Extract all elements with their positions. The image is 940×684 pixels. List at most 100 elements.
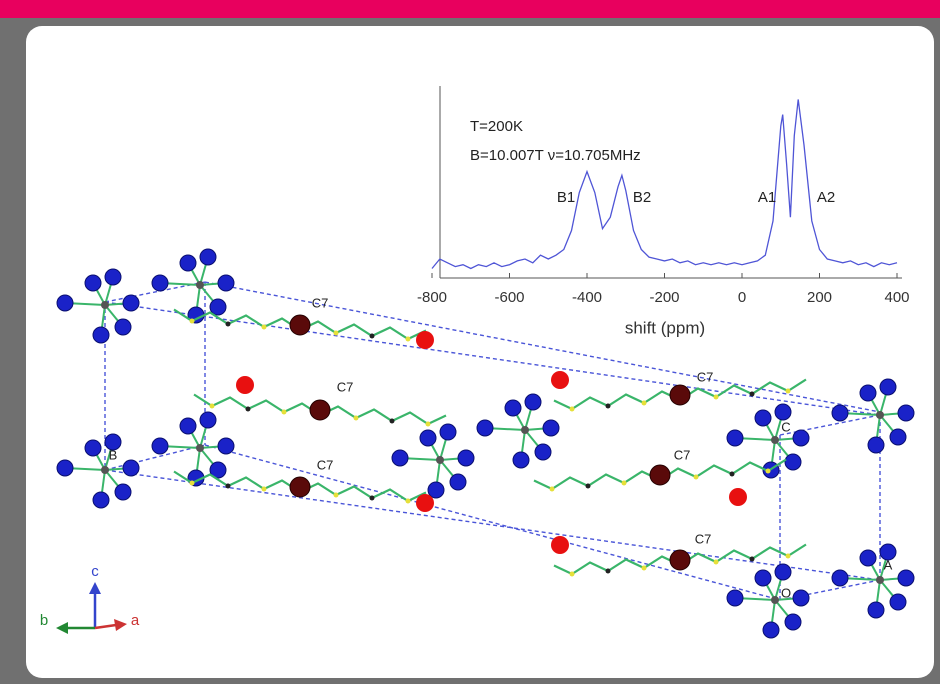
atom — [289, 476, 311, 498]
c-arrowhead — [89, 582, 101, 594]
atom — [641, 565, 647, 571]
atom — [754, 409, 772, 427]
atom — [889, 428, 907, 446]
atom — [784, 613, 802, 631]
atom — [729, 488, 747, 506]
atom — [831, 404, 849, 422]
spectrum-line — [431, 99, 898, 270]
atom — [56, 294, 74, 312]
top-bar — [0, 0, 940, 18]
atom — [605, 568, 611, 574]
atom — [151, 274, 169, 292]
atom — [765, 468, 771, 474]
atom — [713, 559, 719, 565]
atom — [419, 429, 437, 447]
atom — [669, 384, 691, 406]
atom — [225, 483, 231, 489]
atom-label: C7 — [695, 531, 712, 546]
atom — [92, 491, 110, 509]
atom-label: C7 — [337, 379, 354, 394]
atom — [92, 326, 110, 344]
atom — [889, 593, 907, 611]
atom-label: C7 — [312, 295, 329, 310]
peak-label: B2 — [633, 189, 651, 206]
atom — [774, 563, 792, 581]
cell-edge — [204, 444, 781, 601]
atom — [762, 621, 780, 639]
cell-edge — [204, 281, 881, 413]
cell-label: A — [884, 557, 893, 572]
atom — [476, 419, 494, 437]
atom — [236, 376, 254, 394]
atom — [754, 569, 772, 587]
atom — [876, 576, 884, 584]
atom — [726, 429, 744, 447]
atom — [457, 449, 475, 467]
atom — [369, 495, 375, 501]
inset-background — [440, 86, 902, 278]
atom — [749, 391, 755, 397]
atom — [179, 417, 197, 435]
atom — [897, 569, 915, 587]
atom — [504, 399, 522, 417]
atom — [534, 443, 552, 461]
axis-label: a — [131, 612, 140, 629]
cell-edge — [104, 469, 881, 581]
axis-triad: c b a — [40, 563, 140, 634]
atom — [521, 426, 529, 434]
atom-label: C7 — [674, 447, 691, 462]
atom — [389, 418, 395, 424]
atom — [859, 384, 877, 402]
atom — [831, 569, 849, 587]
atom — [289, 314, 311, 336]
atom — [261, 486, 267, 492]
atom — [605, 403, 611, 409]
atom — [669, 549, 691, 571]
cell-label: C — [781, 419, 790, 434]
atom — [551, 536, 569, 554]
atom — [713, 394, 719, 400]
atom — [879, 378, 897, 396]
atom — [281, 409, 287, 415]
atom — [114, 318, 132, 336]
atom — [792, 429, 810, 447]
atom — [101, 301, 109, 309]
atom — [84, 439, 102, 457]
peak-label: A1 — [758, 189, 776, 206]
atom — [879, 543, 897, 561]
atom — [726, 589, 744, 607]
atom — [549, 486, 555, 492]
cell-edge — [104, 444, 206, 471]
atom — [551, 371, 569, 389]
atom — [542, 419, 560, 437]
atom — [569, 406, 575, 412]
x-tick-label: -800 — [417, 289, 447, 306]
atom — [196, 281, 204, 289]
atom — [209, 403, 215, 409]
atom — [436, 456, 444, 464]
atom — [784, 453, 802, 471]
atom — [333, 492, 339, 498]
a-arrowhead — [114, 619, 127, 631]
atom — [189, 480, 195, 486]
x-tick-label: 0 — [738, 289, 746, 306]
atom — [749, 556, 755, 562]
atom — [245, 406, 251, 412]
x-tick-label: -400 — [572, 289, 602, 306]
atom — [771, 436, 779, 444]
atom — [449, 473, 467, 491]
atom — [439, 423, 457, 441]
atom — [649, 464, 671, 486]
atom — [785, 388, 791, 394]
atom — [225, 321, 231, 327]
atom — [427, 481, 445, 499]
atom — [785, 553, 791, 559]
atom — [122, 294, 140, 312]
atom-label: C7 — [317, 457, 334, 472]
axis-label: c — [91, 563, 99, 580]
atom — [217, 274, 235, 292]
atom — [391, 449, 409, 467]
atom-label: C7 — [697, 369, 714, 384]
atom — [859, 549, 877, 567]
atom — [569, 571, 575, 577]
